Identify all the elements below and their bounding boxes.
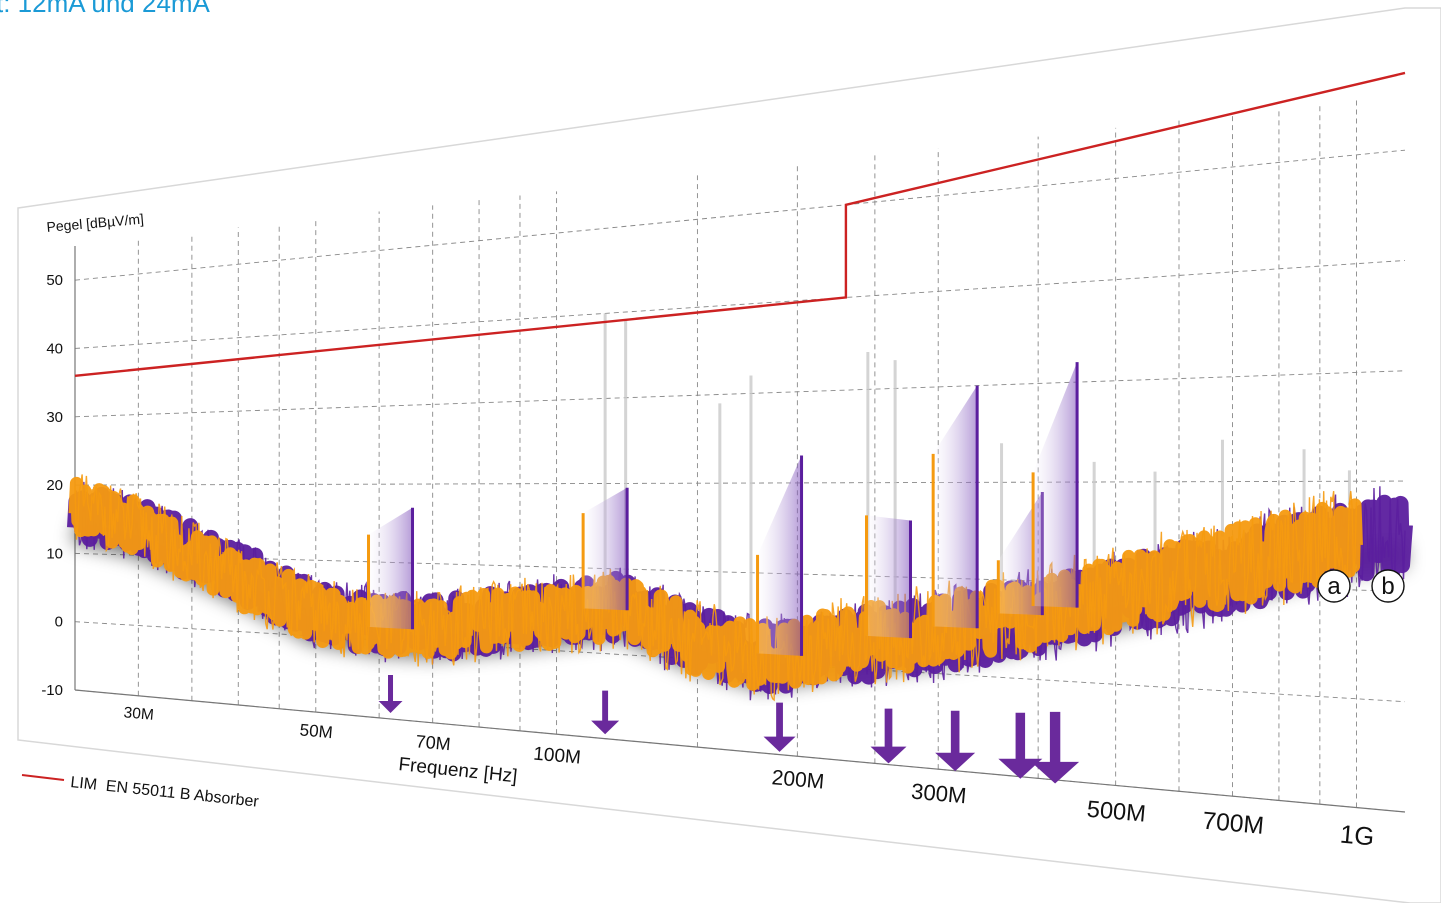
y-tick-label: 30 [46, 409, 63, 426]
arrow-layer [378, 674, 1080, 784]
y-gridline [74, 480, 1406, 486]
badge-circle-a [1317, 569, 1351, 603]
y-tick-label: 50 [46, 272, 63, 289]
peak-markers [367, 362, 1079, 656]
y-tick-label: -10 [41, 682, 63, 699]
badge-label-b: b [1381, 573, 1394, 600]
down-arrow [763, 702, 796, 752]
x-tick-label: 100M [532, 744, 581, 769]
series-a-band [68, 476, 1363, 691]
background-spikes [603, 313, 1351, 629]
y-gridline [74, 260, 1406, 349]
x-tick-label: 50M [299, 720, 334, 742]
peak-band [583, 487, 628, 611]
y-gridline [74, 149, 1406, 281]
peak-band [1033, 362, 1078, 608]
down-arrow [998, 712, 1043, 779]
down-arrow [1031, 711, 1080, 784]
chart-panel [17, 7, 1441, 904]
down-arrow [378, 674, 403, 713]
y-tick-label: 40 [46, 340, 63, 357]
x-tick-label: 500M [1086, 797, 1147, 828]
limit-line-layer [74, 71, 1406, 377]
limit-line [74, 71, 1406, 377]
x-axis-line [74, 689, 1406, 813]
page-heading: t: 12mA und 24mA [0, 0, 210, 18]
peak-band [933, 385, 978, 629]
x-tick-label: 70M [415, 731, 452, 754]
y-tick-label: 20 [46, 477, 63, 494]
y-tick-label: 10 [46, 545, 63, 562]
x-tick-label: 700M [1201, 808, 1265, 840]
x-tick-label: 200M [771, 766, 825, 793]
down-arrow [591, 690, 620, 735]
x-tick-label: 1G [1339, 821, 1375, 852]
badge-circle-b [1371, 569, 1405, 603]
x-tick-label: 300M [910, 779, 967, 809]
y-gridline [74, 370, 1406, 418]
x-tick-label: 30M [123, 704, 155, 724]
chart-panel-layer [17, 7, 1441, 904]
legend-label: LIM EN 55011 B Absorber [70, 774, 261, 811]
down-arrow [935, 710, 976, 772]
peak-band [866, 515, 911, 639]
y-tick-label: 0 [55, 614, 63, 631]
badge-label-a: a [1327, 573, 1341, 600]
peak-band [368, 507, 413, 630]
series-layer [67, 474, 1413, 702]
legend-swatch [21, 774, 65, 781]
peak-band [757, 455, 802, 656]
series-a-noise [74, 474, 1358, 702]
down-arrow [870, 708, 907, 764]
peak-band [998, 492, 1043, 616]
